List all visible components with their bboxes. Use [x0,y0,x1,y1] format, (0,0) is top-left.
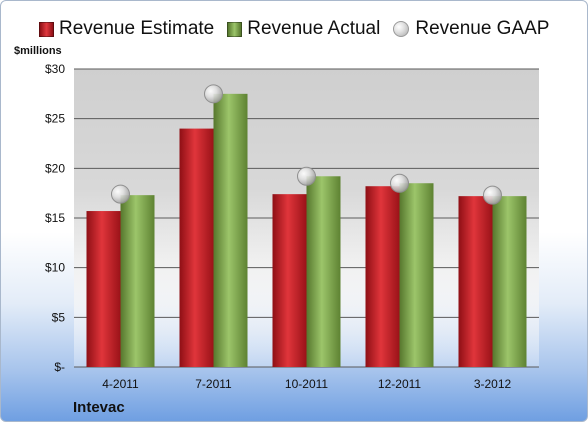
legend-swatch-actual [227,21,243,37]
legend-marker-gaap [393,21,410,37]
legend-label-actual: Revenue Actual [247,18,381,39]
legend-item-actual: Revenue Actual [227,18,380,40]
bar-revenue-actual [120,195,155,367]
y-tick-label: $15 [45,211,65,225]
x-tick-label: 7-2011 [195,377,232,391]
gaap-markers [111,84,502,205]
marker-revenue-gaap [204,84,223,104]
bar-revenue-estimate [179,128,214,367]
y-tick-label: $10 [45,261,65,275]
x-tick-label: 3-2012 [474,377,512,391]
bar-revenue-estimate [86,211,121,367]
y-tick-label: $- [54,360,65,374]
x-axis-ticks: 4-2011 7-2011 10-2011 12-2011 3-2012 [102,377,511,391]
marker-revenue-gaap [390,173,409,193]
y-tick-label: $5 [52,310,66,324]
legend-label-estimate: Revenue Estimate [59,18,215,39]
y-tick-label: $30 [45,62,65,76]
x-tick-label: 4-2011 [102,377,139,391]
x-tick-label: 10-2011 [285,377,328,391]
bar-revenue-estimate [365,186,400,367]
marker-revenue-gaap [483,185,502,205]
legend-swatch-estimate [39,21,54,37]
legend-item-gaap: Revenue GAAP [393,18,549,40]
legend-item-estimate: Revenue Estimate [39,18,214,40]
bar-revenue-actual [213,93,248,367]
y-axis-units-label: $millions [14,45,62,57]
bar-revenue-actual [492,196,527,367]
company-name: Intevac [73,399,125,416]
x-tick-label: 12-2011 [378,377,421,391]
bar-revenue-estimate [458,196,493,367]
bar-revenue-actual [399,183,434,367]
y-axis-ticks: $- $5 $10 $15 $20 $25 $30 [45,62,65,374]
y-tick-label: $20 [45,161,65,175]
marker-revenue-gaap [111,184,130,204]
bars [86,93,527,367]
marker-revenue-gaap [297,166,316,186]
bar-revenue-actual [306,176,341,367]
bar-revenue-estimate [272,194,307,367]
y-tick-label: $25 [45,112,65,126]
legend-label-gaap: Revenue GAAP [415,18,550,39]
legend: Revenue Estimate Revenue Actual Revenue … [39,17,562,41]
